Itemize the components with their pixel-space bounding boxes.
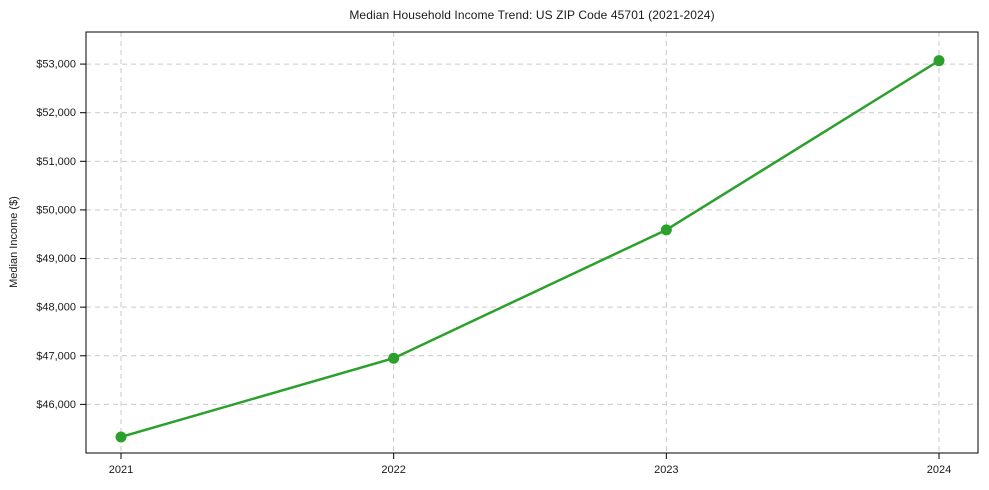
tick-labels: $46,000 $47,000 $48,000 $49,000 $50,000 $51,0… — [36, 59, 951, 476]
chart-title: Median Household Income Trend: US ZIP Co… — [349, 8, 715, 22]
tick-marks — [80, 63, 940, 459]
data-point-2024 — [933, 55, 945, 67]
x-tick-label: 2022 — [381, 464, 405, 476]
data-point-2023 — [660, 224, 672, 236]
data-point-2021 — [115, 431, 127, 443]
x-tick-label: 2021 — [109, 464, 133, 476]
y-tick-label: $50,000 — [36, 204, 76, 216]
y-tick-label: $52,000 — [36, 107, 76, 119]
x-tick-label: 2023 — [654, 464, 678, 476]
y-tick-label: $47,000 — [36, 350, 76, 362]
trend-line — [119, 59, 941, 439]
plot-frame — [85, 31, 979, 454]
y-tick-label: $49,000 — [36, 253, 76, 265]
x-tick-label: 2024 — [927, 464, 951, 476]
y-tick-label: $46,000 — [36, 399, 76, 411]
y-tick-label: $53,000 — [36, 59, 76, 71]
grid-lines — [86, 32, 978, 453]
y-tick-label: $51,000 — [36, 156, 76, 168]
y-tick-label: $48,000 — [36, 302, 76, 314]
data-point-2022 — [388, 352, 400, 364]
